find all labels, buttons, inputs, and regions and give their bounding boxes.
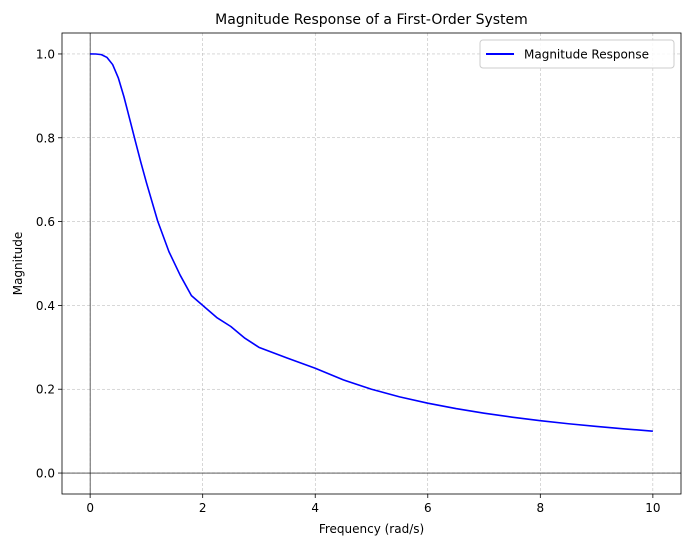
x-tick-label: 6	[424, 501, 432, 515]
reference-lines	[62, 33, 681, 494]
y-tick-label: 0.2	[36, 383, 55, 397]
x-tick-label: 8	[536, 501, 544, 515]
x-axis-label: Frequency (rad/s)	[319, 522, 424, 536]
y-tick-label: 0.8	[36, 131, 55, 145]
legend-label: Magnitude Response	[524, 48, 649, 62]
y-tick-label: 0.0	[36, 467, 55, 481]
x-axis-ticks: 0 2 4 6 8 10	[86, 494, 661, 515]
x-tick-label: 10	[645, 501, 660, 515]
series-line-magnitude-response	[90, 53, 653, 432]
x-tick-label: 0	[86, 501, 94, 515]
y-axis-ticks: 0.0 0.2 0.4 0.6 0.8 1.0	[36, 47, 62, 481]
y-axis-label: Magnitude	[11, 232, 25, 296]
x-tick-label: 2	[199, 501, 207, 515]
y-tick-label: 1.0	[36, 47, 55, 61]
y-tick-label: 0.4	[36, 299, 55, 313]
chart-title: Magnitude Response of a First-Order Syst…	[215, 12, 528, 28]
legend-box	[479, 39, 675, 69]
series-layer	[90, 53, 653, 432]
x-tick-label: 4	[311, 501, 319, 515]
legend: Magnitude Response	[479, 39, 675, 69]
plot-frame	[61, 32, 682, 495]
y-tick-label: 0.6	[36, 215, 55, 229]
